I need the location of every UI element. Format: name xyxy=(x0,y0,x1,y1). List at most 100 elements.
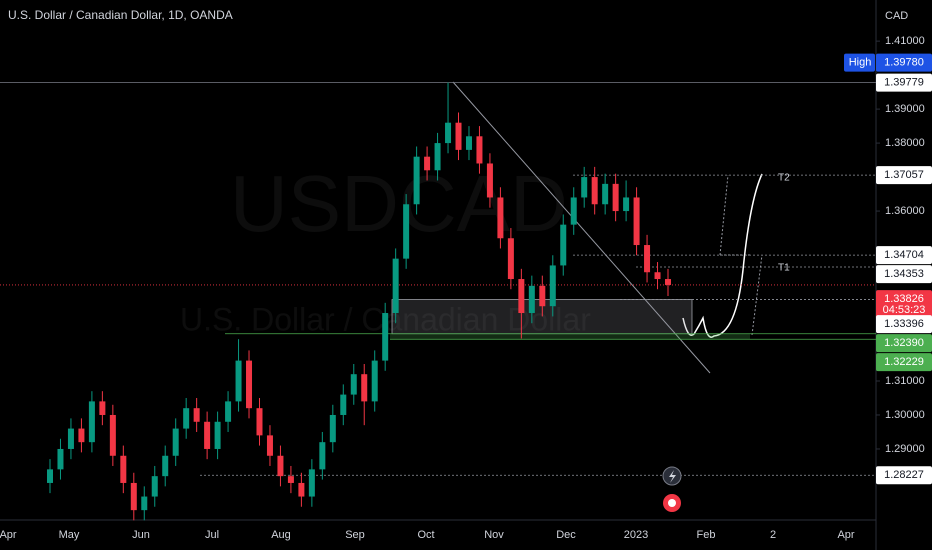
watermark: USDCAD xyxy=(230,159,568,248)
price-tag xyxy=(876,290,932,321)
candle-body xyxy=(172,428,179,456)
candle-body xyxy=(455,122,462,150)
price-tag xyxy=(876,466,932,485)
y-tick-label: 1.38000 xyxy=(885,137,925,149)
candle-body xyxy=(277,455,284,477)
x-tick-label: Dec xyxy=(556,529,576,541)
price-tag-label: 1.37057 xyxy=(884,169,924,181)
candle-body xyxy=(424,156,431,171)
candle-body xyxy=(256,408,263,436)
candle-body xyxy=(120,455,127,483)
price-tag-label: 1.28227 xyxy=(884,469,924,481)
candle-body xyxy=(644,245,651,273)
candle-body xyxy=(225,401,232,422)
x-tick-label: Jun xyxy=(132,529,150,541)
candle-body xyxy=(591,177,598,205)
candle-body xyxy=(633,197,640,246)
candle-body xyxy=(88,401,95,443)
candle-body xyxy=(602,183,609,205)
candle-body xyxy=(382,313,389,361)
event-icons xyxy=(662,466,682,512)
candle-body xyxy=(392,258,399,314)
candle-body xyxy=(570,197,577,225)
y-tick-label: 1.39000 xyxy=(885,103,925,115)
candle-body xyxy=(549,265,556,307)
candle-body xyxy=(47,469,53,483)
event-icon-glyph xyxy=(669,470,676,483)
candle-body xyxy=(507,238,514,280)
candle-body xyxy=(298,482,305,497)
candle-body xyxy=(403,204,410,259)
dividend-icon-glyph xyxy=(668,499,676,507)
support-zone xyxy=(390,333,750,340)
candle-body xyxy=(130,482,137,511)
candle-body xyxy=(445,122,452,144)
x-tick-label: Oct xyxy=(417,529,434,541)
candle-body xyxy=(329,414,336,443)
candle-body xyxy=(581,177,588,198)
candle-body xyxy=(319,442,326,470)
countdown-label: 04:53:23 xyxy=(883,304,926,316)
price-tag xyxy=(876,334,932,353)
candle-body xyxy=(204,421,211,449)
x-tick-label: Sep xyxy=(345,529,365,541)
candle-body xyxy=(371,360,378,402)
price-tag-label: 1.33826 xyxy=(884,293,924,305)
price-tag xyxy=(876,166,932,185)
candle-body xyxy=(350,374,357,395)
candle-body xyxy=(235,360,242,402)
price-tag-label: 1.34704 xyxy=(884,249,924,261)
candle-body xyxy=(560,224,567,266)
y-tick-label: 1.41000 xyxy=(885,35,925,47)
x-tick-label: Jul xyxy=(205,529,219,541)
y-tick-label: 1.30000 xyxy=(885,409,925,421)
x-tick-label: 2 xyxy=(770,529,776,541)
candle-body xyxy=(486,163,493,198)
x-tick-label: 2023 xyxy=(624,529,648,541)
candle-body xyxy=(612,183,619,212)
projection-line xyxy=(719,174,729,256)
x-tick-label: Feb xyxy=(697,529,716,541)
x-tick-label: Apr xyxy=(0,529,17,541)
y-tick-label: 1.36000 xyxy=(885,205,925,217)
candle-body xyxy=(465,136,472,150)
candle-body xyxy=(361,374,368,402)
x-tick-label: May xyxy=(59,529,80,541)
candle-body xyxy=(340,394,347,415)
candle-body xyxy=(539,285,546,307)
target-label: T1 xyxy=(778,263,790,274)
price-tag xyxy=(876,73,932,92)
candle-body xyxy=(497,197,504,239)
candle-body xyxy=(476,136,483,164)
candle-body xyxy=(665,279,671,285)
price-tag xyxy=(876,53,932,72)
candle-body xyxy=(528,285,535,314)
candle-body xyxy=(141,496,148,511)
price-tag-label: 1.32229 xyxy=(884,356,924,368)
projection-line xyxy=(751,254,763,336)
price-tag-label: 1.39779 xyxy=(884,77,924,89)
candle-body xyxy=(266,435,273,456)
candle-body xyxy=(623,197,630,212)
price-tag-label: 1.39780 xyxy=(884,56,924,68)
price-tag xyxy=(876,353,932,372)
x-tick-label: Apr xyxy=(837,529,854,541)
y-tick-label: 1.31000 xyxy=(885,375,925,387)
price-tag-label: 1.34353 xyxy=(884,268,924,280)
candle-body xyxy=(99,401,106,415)
candle-body xyxy=(308,469,315,497)
candle-body xyxy=(193,408,200,422)
price-tag-label: 1.32390 xyxy=(884,337,924,349)
candle-body xyxy=(413,156,420,205)
currency-label: CAD xyxy=(885,10,908,22)
target-label: T2 xyxy=(778,173,790,184)
candle-body xyxy=(162,455,169,477)
x-tick-label: Aug xyxy=(271,529,291,541)
candle-body xyxy=(67,428,74,449)
candle-body xyxy=(78,428,85,443)
chart-title: U.S. Dollar / Canadian Dollar, 1D, OANDA xyxy=(8,8,233,22)
price-tag-label: 1.33396 xyxy=(884,318,924,330)
price-tag-name: High xyxy=(849,56,872,68)
